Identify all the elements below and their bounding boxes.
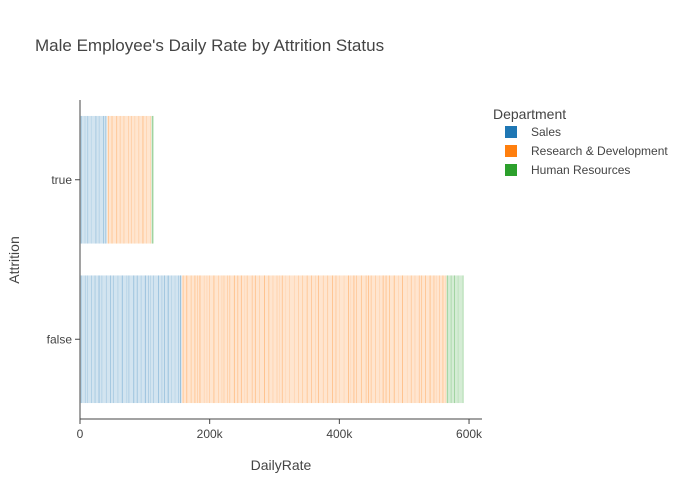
legend[interactable]: Department Sales Research & Development Hu… (493, 106, 668, 177)
x-tick-label: 400k (326, 427, 353, 441)
x-tick-label: 200k (197, 427, 224, 441)
bar-false-human-resources[interactable] (446, 275, 464, 404)
legend-item-research-development[interactable]: Research & Development (505, 144, 668, 158)
legend-label: Human Resources (531, 163, 630, 177)
y-tick-label-false: false (47, 332, 73, 346)
bar-true-human-resources[interactable] (151, 115, 154, 244)
legend-title: Department (493, 106, 566, 122)
x-tick-label: 600k (456, 427, 483, 441)
legend-item-sales[interactable]: Sales (505, 125, 561, 139)
bar-true-sales[interactable] (80, 115, 108, 244)
legend-item-human-resources[interactable]: Human Resources (505, 163, 630, 177)
plot-area (80, 115, 464, 404)
x-axis-title: DailyRate (251, 457, 312, 473)
x-axis: 0 200k 400k 600k (77, 418, 483, 441)
bar-false-sales[interactable] (80, 275, 182, 404)
y-tick-label-true: true (51, 173, 72, 187)
y-axis: true false (47, 100, 81, 419)
x-tick-label: 0 (77, 427, 84, 441)
y-axis-title: Attrition (6, 236, 22, 283)
legend-swatch (505, 145, 517, 157)
legend-swatch (505, 164, 517, 176)
bar-true-research-development[interactable] (107, 115, 152, 244)
legend-swatch (505, 126, 517, 138)
legend-label: Research & Development (531, 144, 668, 158)
bar-false-research-development[interactable] (181, 275, 447, 404)
legend-label: Sales (531, 125, 561, 139)
chart-title: Male Employee's Daily Rate by Attrition … (35, 36, 384, 55)
